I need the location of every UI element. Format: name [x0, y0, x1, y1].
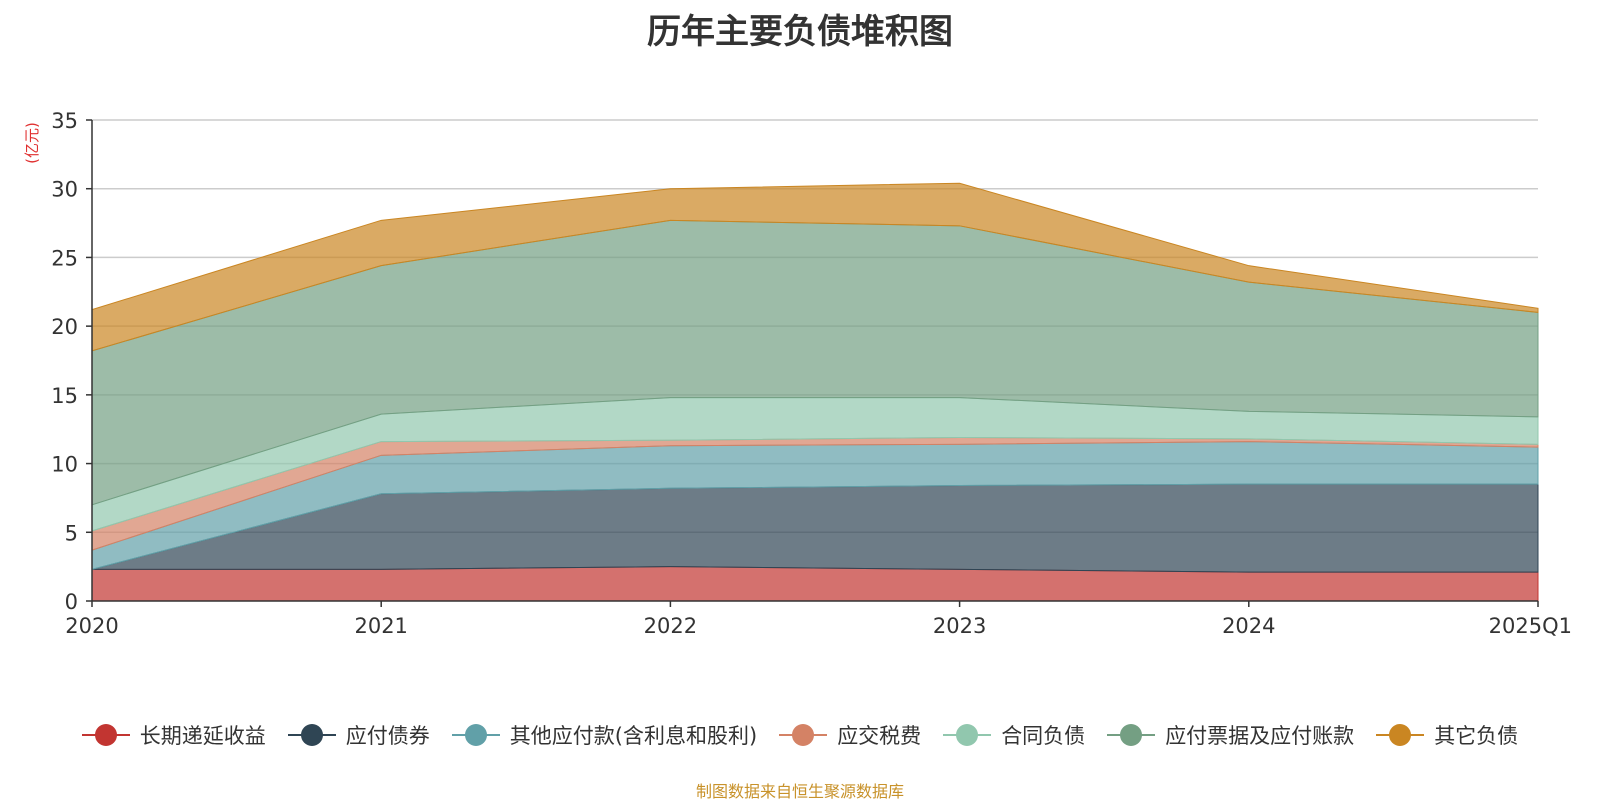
legend-marker-icon [943, 723, 992, 747]
legend-item[interactable]: 应付债券 [287, 720, 430, 750]
legend-marker-icon [451, 723, 500, 747]
x-tick-label: 2020 [65, 614, 118, 638]
x-tick-label: 2023 [933, 614, 986, 638]
y-tick-label: 5 [65, 521, 78, 545]
x-tick-label: 2022 [644, 614, 697, 638]
y-tick-label: 15 [51, 384, 78, 408]
legend-marker-icon [779, 723, 828, 747]
legend-item[interactable]: 应交税费 [779, 720, 921, 750]
legend-marker-icon [1107, 723, 1156, 747]
y-tick-label: 25 [51, 246, 78, 270]
legend-label: 合同负债 [1001, 724, 1086, 748]
legend-label: 其它负债 [1434, 724, 1519, 748]
legend-label: 长期递延收益 [139, 724, 266, 748]
x-tick-label: 2024 [1222, 614, 1275, 638]
legend-label: 其他应付款(含利息和股利) [509, 724, 758, 748]
chart-title: 历年主要负债堆积图 [647, 12, 953, 52]
legend-item[interactable]: 长期递延收益 [81, 720, 266, 750]
legend-label: 应交税费 [837, 724, 922, 748]
y-tick-label: 30 [51, 178, 78, 202]
x-tick-label: 2025Q1 [1489, 614, 1572, 638]
y-tick-label: 20 [51, 315, 78, 339]
axes: 0 5 10 15 20 25 30 35 2020 2021 2022 2023 2024 2025Q1 [51, 109, 1572, 638]
legend-item[interactable]: 应付票据及应付账款 [1107, 720, 1354, 750]
x-tick-label: 2021 [354, 614, 407, 638]
source-note: 制图数据来自恒生聚源数据库 [695, 782, 904, 801]
legend-item[interactable]: 合同负债 [943, 720, 1085, 750]
area-其它负债[interactable] [91, 182, 1539, 352]
legend-marker-icon [81, 723, 130, 747]
y-axis-unit-label: (亿元) [23, 122, 41, 164]
y-tick-label: 35 [51, 109, 78, 133]
legend-item[interactable]: 其它负债 [1376, 720, 1518, 750]
y-tick-label: 10 [51, 453, 78, 477]
area-series [91, 182, 1539, 602]
legend-item[interactable]: 其他应付款(含利息和股利) [451, 720, 758, 750]
y-tick-label: 0 [65, 590, 78, 614]
legend-label: 应付票据及应付账款 [1165, 724, 1355, 748]
legend: 长期递延收益 应付债券 其他应付款(含利息和股利) 应交税费 合同负债 应付票据及应付账款… [0, 715, 1600, 755]
legend-label: 应付债券 [345, 724, 430, 748]
legend-marker-icon [1376, 723, 1425, 747]
legend-marker-icon [287, 723, 336, 747]
